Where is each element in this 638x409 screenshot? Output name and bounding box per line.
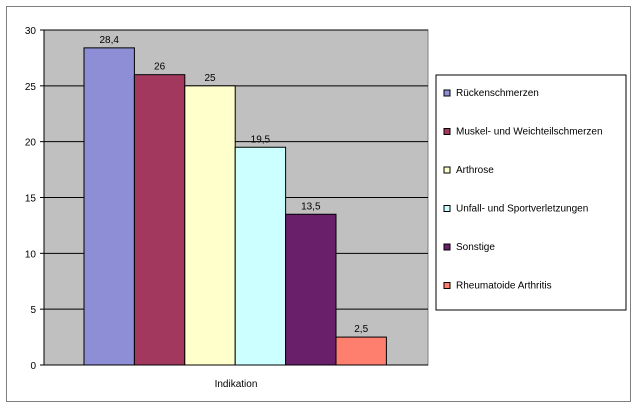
data-label: 28,4 [99,35,119,46]
y-tick-label: 25 [25,82,37,93]
y-tick-label: 5 [30,305,36,316]
bar [184,85,236,366]
bar [133,74,186,366]
y-tick-label: 10 [25,249,37,260]
legend-swatch [443,128,451,135]
bar [83,47,135,366]
y-tick-label: 15 [25,194,37,205]
legend-swatch [443,282,451,289]
x-axis-label: Indikation [215,379,258,390]
bar [285,213,337,366]
data-label: 19,5 [251,134,271,145]
data-label: 26 [154,62,166,73]
data-label: 13,5 [301,201,321,212]
y-tick-label: 30 [25,26,37,37]
y-tick-label: 0 [30,361,36,372]
legend-label: Unfall- und Sportverletzungen [456,204,588,215]
legend-label: Arthrose [456,165,494,176]
data-label: 2,5 [354,324,368,335]
data-label: 25 [204,73,216,84]
legend-swatch [443,166,451,174]
legend-label: Sonstige [456,242,495,253]
legend-swatch [443,243,451,251]
legend-swatch [443,205,451,212]
legend-label: Rückenschmerzen [456,88,539,99]
legend-swatch [443,89,451,97]
legend-box [435,74,627,311]
legend-label: Rheumatoide Arthritis [456,281,552,292]
bar [335,336,387,366]
y-tick-label: 20 [25,138,37,149]
bar [234,146,287,366]
legend-label: Muskel- und Weichteilschmerzen [456,127,603,138]
